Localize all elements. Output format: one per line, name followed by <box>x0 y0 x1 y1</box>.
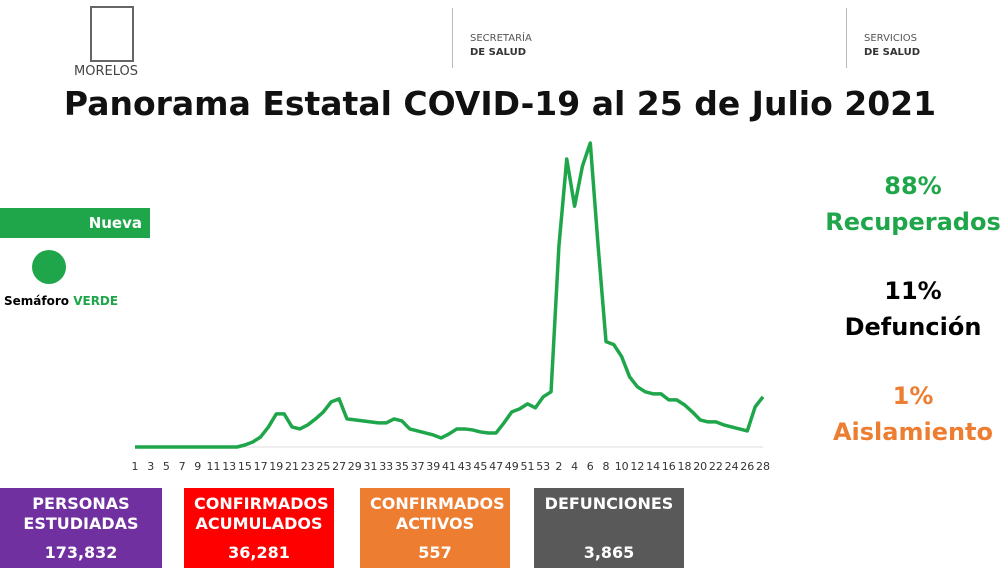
x-tick-label: 10 <box>615 460 629 473</box>
agency-line: SECRETARÍA <box>470 33 532 44</box>
x-tick-label: 20 <box>693 460 707 473</box>
x-tick-label: 53 <box>536 460 550 473</box>
summary-box: CONFIRMADOS ACTIVOS 557 <box>360 488 510 568</box>
title: Panorama Estatal COVID-19 al 25 de Julio… <box>63 84 937 123</box>
stat-value: 88% <box>884 172 942 200</box>
x-tick-label: 6 <box>587 460 594 473</box>
x-tick-label: 2 <box>555 460 562 473</box>
stat-label: Recuperados <box>825 208 1000 236</box>
agency-line: DE SALUD <box>864 47 920 58</box>
box-value: 3,865 <box>583 543 635 562</box>
summary-box: DEFUNCIONES 3,865 <box>534 488 684 568</box>
x-tick-label: 1 <box>132 460 139 473</box>
traffic-light <box>32 250 66 284</box>
summary-box: PERSONAS ESTUDIADAS 173,832 <box>0 488 162 568</box>
state-name: MORELOS <box>74 64 138 79</box>
light-color: VERDE <box>73 294 119 308</box>
box-value: 173,832 <box>44 543 118 562</box>
phase-badge: Nueva Normalidad <box>0 208 150 262</box>
box-value: 36,281 <box>228 543 290 562</box>
x-tick-label: 47 <box>489 460 503 473</box>
x-tick-label: 43 <box>458 460 472 473</box>
stat-value: 11% <box>884 277 942 305</box>
logo <box>90 6 134 62</box>
x-tick-label: 51 <box>521 460 535 473</box>
agency-line: DE SALUD <box>470 47 526 58</box>
x-tick-label: 21 <box>285 460 299 473</box>
stat-value: 1% <box>892 382 934 410</box>
x-tick-label: 31 <box>364 460 378 473</box>
x-tick-label: 4 <box>571 460 578 473</box>
agency: SECRETARÍA DE SALUD <box>470 32 532 60</box>
x-tick-label: 45 <box>473 460 487 473</box>
x-tick-label: 9 <box>194 460 201 473</box>
box-title: PERSONAS ESTUDIADAS <box>23 494 139 533</box>
x-tick-label: 15 <box>238 460 252 473</box>
box-title: CONFIRMADOS ACTIVOS <box>370 494 505 533</box>
box-title: DEFUNCIONES <box>544 494 674 513</box>
agency: SERVICIOS DE SALUD <box>864 32 920 60</box>
x-tick-label: 18 <box>678 460 692 473</box>
x-tick-label: 33 <box>379 460 393 473</box>
x-tick-label: 22 <box>709 460 723 473</box>
line <box>135 141 765 449</box>
light-status: Semáforo VERDE <box>4 294 118 308</box>
x-tick-label: 13 <box>222 460 236 473</box>
x-tick-label: 35 <box>395 460 409 473</box>
box-value: 557 <box>418 543 452 562</box>
x-tick-label: 25 <box>316 460 330 473</box>
stat-label: Aislamiento <box>832 418 994 446</box>
x-tick-label: 16 <box>662 460 676 473</box>
x-tick-label: 24 <box>725 460 739 473</box>
x-tick-label: 8 <box>603 460 610 473</box>
x-tick-label: 14 <box>646 460 660 473</box>
x-tick-label: 5 <box>163 460 170 473</box>
x-tick-label: 7 <box>179 460 186 473</box>
x-tick-label: 26 <box>740 460 754 473</box>
summary-box: CONFIRMADOS ACUMULADOS 36,281 <box>184 488 334 568</box>
x-tick-label: 11 <box>207 460 221 473</box>
x-tick-label: 28 <box>756 460 770 473</box>
x-tick-label: 49 <box>505 460 519 473</box>
box-title: CONFIRMADOS ACUMULADOS <box>194 494 329 533</box>
x-tick-label: 39 <box>426 460 440 473</box>
x-tick-label: 3 <box>147 460 154 473</box>
x-tick-label: 29 <box>348 460 362 473</box>
x-tick-label: 19 <box>269 460 283 473</box>
x-tick-label: 41 <box>442 460 456 473</box>
x-tick-label: 23 <box>301 460 315 473</box>
x-tick-label: 12 <box>630 460 644 473</box>
x-tick-label: 27 <box>332 460 346 473</box>
stat-label: Defunción <box>844 313 982 341</box>
agency-line: SERVICIOS <box>864 33 918 44</box>
x-tick-label: 17 <box>254 460 268 473</box>
x-tick-label: 37 <box>411 460 425 473</box>
light-label: Semáforo <box>4 294 70 308</box>
divider <box>846 8 847 68</box>
divider <box>452 8 453 68</box>
